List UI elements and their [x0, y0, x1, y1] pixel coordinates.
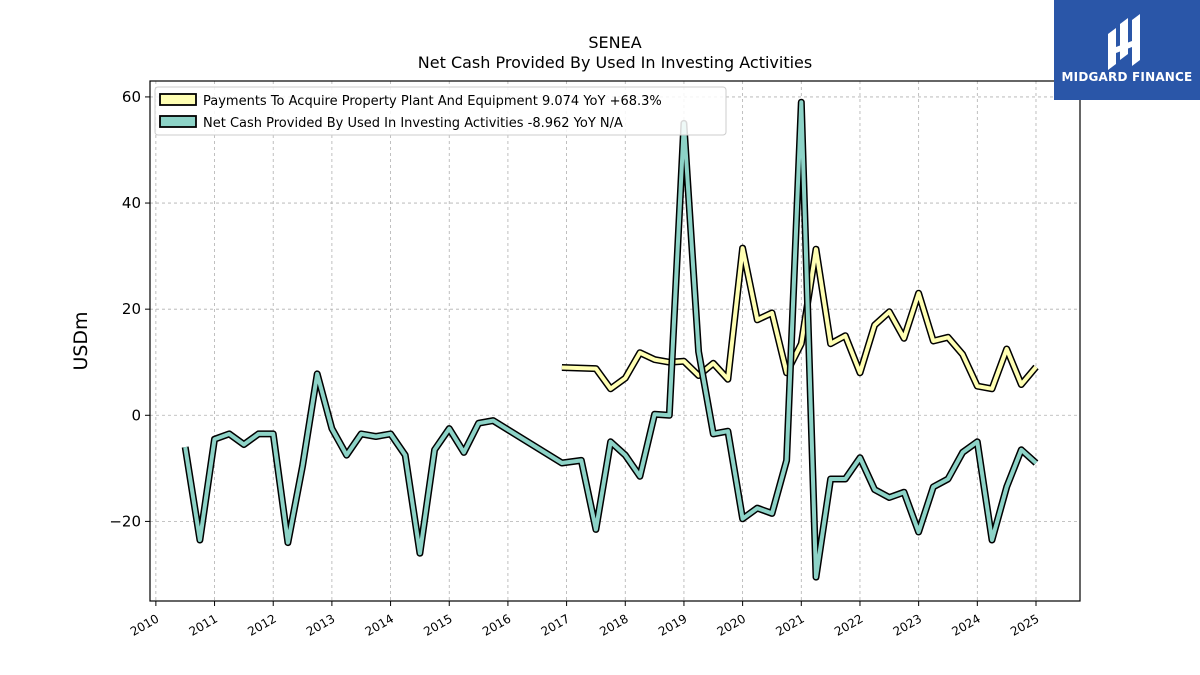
series-group: [181, 98, 1039, 581]
y-tick-label: 40: [122, 194, 141, 212]
x-tick-label: 2015: [421, 611, 454, 638]
legend-label-investing: Net Cash Provided By Used In Investing A…: [203, 116, 623, 131]
y-axis-label: USDm: [70, 311, 92, 370]
brand-logo: MIDGARD FINANCE: [1054, 0, 1200, 100]
x-tick-label: 2011: [187, 611, 220, 638]
x-axis-ticks: 2010 2011 2012 2013 2014 2015 2016 2017 2018 2019…: [128, 601, 1041, 639]
x-tick-label: 2023: [891, 611, 924, 638]
x-tick-label: 2018: [597, 611, 630, 638]
y-tick-label: −20: [109, 512, 141, 530]
legend-box: [154, 86, 727, 136]
series-line-1: [183, 100, 1038, 580]
y-tick-label: 20: [122, 300, 141, 318]
x-tick-label: 2014: [363, 611, 396, 638]
x-tick-label: 2012: [245, 611, 278, 638]
x-tick-label: 2024: [949, 611, 982, 638]
x-tick-label: 2019: [656, 611, 689, 638]
legend-swatch-investing: [159, 115, 197, 128]
y-tick-label: 0: [131, 406, 141, 424]
x-tick-label: 2016: [480, 611, 513, 638]
chart-subtitle: Net Cash Provided By Used In Investing A…: [418, 53, 812, 72]
x-tick-label: 2010: [128, 611, 161, 638]
chart-title: SENEA: [588, 33, 641, 52]
y-axis-ticks: −20 0 20 40 60: [109, 88, 150, 530]
legend-label-capex: Payments To Acquire Property Plant And E…: [203, 94, 662, 109]
x-tick-label: 2013: [304, 611, 337, 638]
legend: Payments To Acquire Property Plant And E…: [154, 86, 727, 136]
logo-mark-icon: [1108, 14, 1140, 70]
x-tick-label: 2025: [1008, 611, 1041, 638]
x-tick-label: 2021: [773, 611, 806, 638]
x-tick-label: 2020: [715, 611, 748, 638]
x-tick-label: 2022: [832, 611, 865, 638]
y-tick-label: 60: [122, 88, 141, 106]
x-tick-label: 2017: [539, 611, 572, 638]
plot-frame: [149, 80, 1081, 602]
logo-text: MIDGARD FINANCE: [1062, 70, 1193, 84]
series-line-0: [561, 246, 1038, 391]
legend-swatch-capex: [159, 93, 197, 106]
